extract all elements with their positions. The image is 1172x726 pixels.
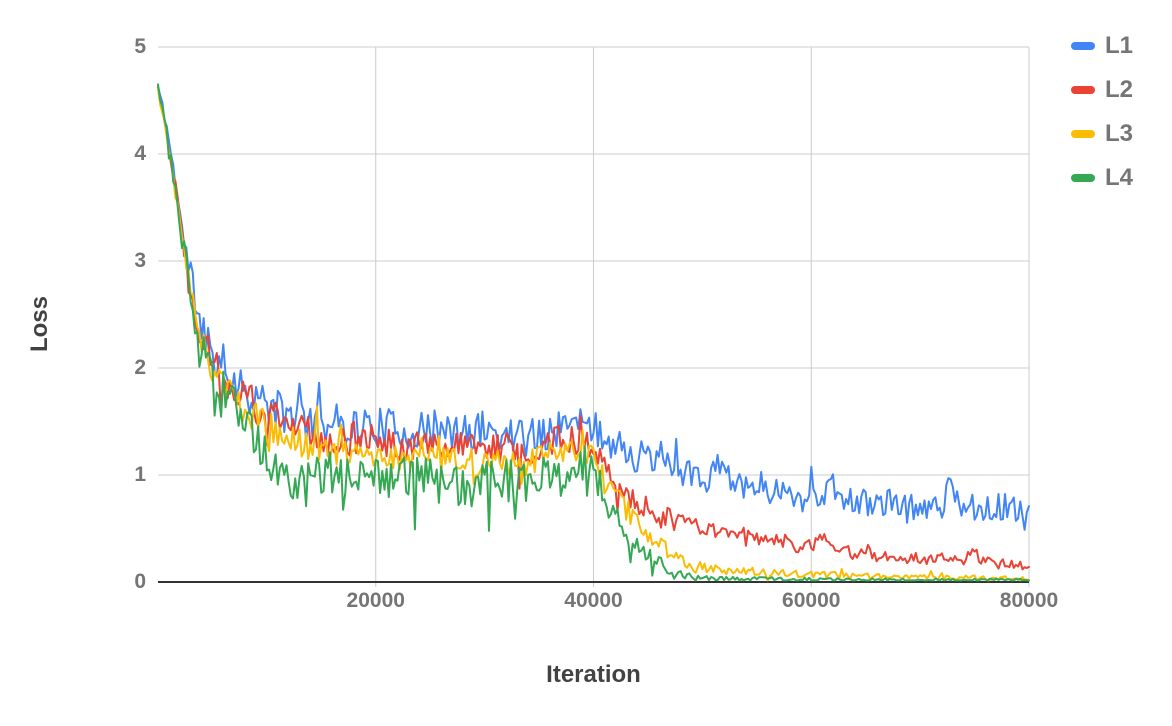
series-line-l3	[157, 87, 1030, 582]
legend-label-l3: L3	[1105, 120, 1134, 147]
legend-swatch-l1-icon	[1071, 42, 1095, 50]
legend-item-l4: L4	[1071, 166, 1133, 190]
x-tick-label: 40000	[564, 589, 623, 612]
y-tick-label: 0	[134, 570, 146, 593]
y-tick-label: 1	[134, 463, 146, 486]
y-tick-label: 2	[134, 356, 146, 379]
legend-label-l4: L4	[1105, 164, 1134, 191]
x-tick-label: 60000	[782, 589, 841, 612]
y-tick-label: 5	[134, 35, 146, 58]
legend-label-l2: L2	[1105, 76, 1134, 103]
y-axis-title: Loss	[26, 296, 53, 353]
legend-item-l3: L3	[1071, 122, 1133, 146]
legend-label-l1: L1	[1105, 32, 1134, 59]
y-tick-label: 3	[134, 249, 146, 272]
legend-item-l1: L1	[1071, 34, 1133, 58]
legend-swatch-l4-icon	[1071, 174, 1095, 182]
x-tick-label: 80000	[999, 589, 1059, 612]
x-tick-label: 20000	[346, 589, 405, 612]
legend: L1 L2 L3 L4	[1071, 34, 1133, 210]
legend-swatch-l2-icon	[1071, 86, 1095, 94]
series-line-l4	[157, 83, 1030, 582]
legend-item-l2: L2	[1071, 78, 1133, 102]
x-axis-title: Iteration	[546, 661, 641, 688]
y-tick-label: 4	[134, 142, 146, 165]
legend-swatch-l3-icon	[1071, 130, 1095, 138]
series-line-l1	[157, 85, 1030, 531]
